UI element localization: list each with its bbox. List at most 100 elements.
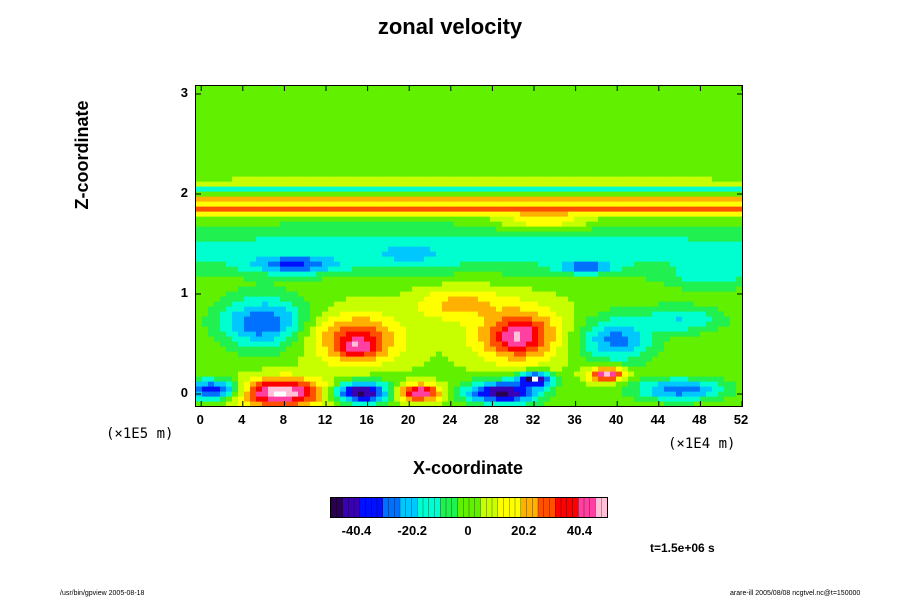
heatmap-cell xyxy=(514,156,521,162)
heatmap-cell xyxy=(328,301,335,307)
heatmap-cell xyxy=(202,256,209,262)
heatmap-cell xyxy=(736,156,742,162)
heatmap-cell xyxy=(472,276,479,282)
heatmap-cell xyxy=(634,321,641,327)
heatmap-cell xyxy=(526,226,533,232)
heatmap-cell xyxy=(598,391,605,397)
heatmap-cell xyxy=(346,326,353,332)
heatmap-cell xyxy=(490,266,497,272)
heatmap-cell xyxy=(400,156,407,162)
heatmap-cell xyxy=(622,286,629,292)
heatmap-cell xyxy=(658,356,665,362)
heatmap-cell xyxy=(322,166,329,172)
heatmap-cell xyxy=(430,276,437,282)
heatmap-cell xyxy=(664,371,671,377)
heatmap-cell xyxy=(730,136,737,142)
heatmap-cell xyxy=(628,146,635,152)
heatmap-cell xyxy=(334,216,341,222)
heatmap-cell xyxy=(670,186,677,192)
heatmap-cell xyxy=(712,386,719,392)
heatmap-cell xyxy=(328,391,335,397)
heatmap-cell xyxy=(382,276,389,282)
heatmap-cell xyxy=(598,311,605,317)
heatmap-cell xyxy=(406,196,413,202)
heatmap-cell xyxy=(208,361,215,367)
heatmap-cell xyxy=(466,301,473,307)
heatmap-cell xyxy=(724,211,731,217)
heatmap-cell xyxy=(496,361,503,367)
heatmap-cell xyxy=(490,196,497,202)
heatmap-cell xyxy=(688,396,695,402)
heatmap-cell xyxy=(214,266,221,272)
heatmap-cell xyxy=(544,396,551,402)
heatmap-cell xyxy=(322,226,329,232)
heatmap-cell xyxy=(214,366,221,372)
heatmap-cell xyxy=(310,146,317,152)
heatmap-cell xyxy=(646,151,653,157)
heatmap-cell xyxy=(616,401,623,406)
heatmap-cell xyxy=(706,216,713,222)
heatmap-cell xyxy=(502,401,509,406)
heatmap-cell xyxy=(238,386,245,392)
heatmap-cell xyxy=(628,151,635,157)
heatmap-cell xyxy=(730,221,737,227)
heatmap-cell xyxy=(340,161,347,167)
heatmap-cell xyxy=(460,346,467,352)
heatmap-cell xyxy=(574,366,581,372)
heatmap-cell xyxy=(466,181,473,187)
heatmap-cell xyxy=(556,376,563,382)
heatmap-cell xyxy=(640,166,647,172)
heatmap-cell xyxy=(268,341,275,347)
heatmap-cell xyxy=(622,381,629,387)
heatmap-cell xyxy=(400,256,407,262)
heatmap-cell xyxy=(244,256,251,262)
heatmap-cell xyxy=(616,241,623,247)
heatmap-cell xyxy=(712,211,719,217)
heatmap-cell xyxy=(616,181,623,187)
heatmap-cell xyxy=(514,266,521,272)
heatmap-cell xyxy=(316,241,323,247)
heatmap-cell xyxy=(508,181,515,187)
heatmap-cell xyxy=(694,296,701,302)
heatmap-cell xyxy=(394,316,401,322)
heatmap-cell xyxy=(382,191,389,197)
heatmap-cell xyxy=(208,181,215,187)
heatmap-cell xyxy=(262,226,269,232)
heatmap-cell xyxy=(274,141,281,147)
heatmap-cell xyxy=(364,181,371,187)
heatmap-cell xyxy=(460,231,467,237)
heatmap-cell xyxy=(412,266,419,272)
heatmap-cell xyxy=(280,371,287,377)
heatmap-cell xyxy=(202,346,209,352)
heatmap-cell xyxy=(514,346,521,352)
heatmap-cell xyxy=(406,201,413,207)
heatmap-cell xyxy=(640,131,647,137)
heatmap-cell xyxy=(448,396,455,402)
heatmap-cell xyxy=(394,366,401,372)
heatmap-cell xyxy=(370,181,377,187)
heatmap-cell xyxy=(508,151,515,157)
heatmap-cell xyxy=(400,401,407,406)
heatmap-cell xyxy=(694,346,701,352)
heatmap-cell xyxy=(658,151,665,157)
heatmap-cell xyxy=(736,206,742,212)
heatmap-cell xyxy=(202,201,209,207)
heatmap-cell xyxy=(490,311,497,317)
heatmap-cell xyxy=(616,376,623,382)
heatmap-cell xyxy=(550,401,557,406)
heatmap-cell xyxy=(280,236,287,242)
heatmap-cell xyxy=(400,231,407,237)
heatmap-cell xyxy=(196,136,203,142)
heatmap-cell xyxy=(670,211,677,217)
heatmap-cell xyxy=(232,271,239,277)
heatmap-cell xyxy=(322,256,329,262)
heatmap-cell xyxy=(304,326,311,332)
heatmap-cell xyxy=(640,181,647,187)
heatmap-cell xyxy=(586,141,593,147)
heatmap-cell xyxy=(322,326,329,332)
heatmap-cell xyxy=(718,286,725,292)
heatmap-cell xyxy=(250,396,257,402)
heatmap-cell xyxy=(538,311,545,317)
heatmap-cell xyxy=(322,271,329,277)
heatmap-cell xyxy=(334,381,341,387)
